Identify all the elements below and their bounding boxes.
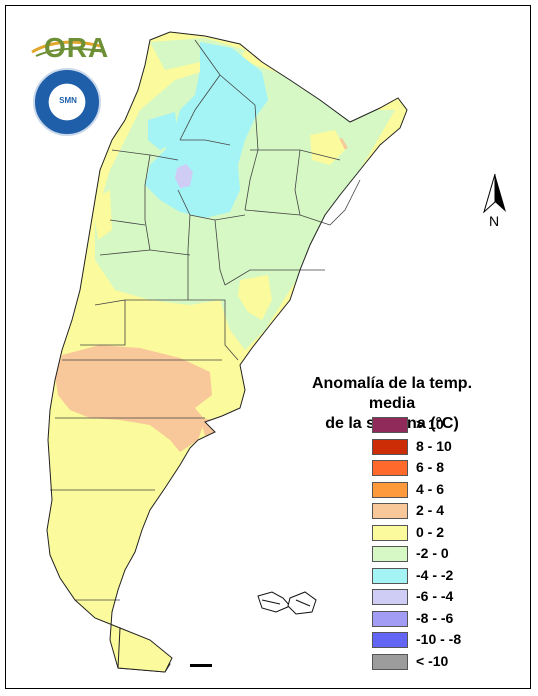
legend-swatch xyxy=(372,632,408,648)
legend-label: 6 - 8 xyxy=(416,459,445,475)
legend-label: 8 - 10 xyxy=(416,437,452,454)
north-letter: N xyxy=(489,213,500,229)
zone-0-2-ne xyxy=(310,130,345,165)
legend-swatch xyxy=(372,610,408,627)
province-borders xyxy=(50,39,361,601)
legend-label: -2 - 0 xyxy=(416,545,449,561)
legend-label: 2 - 4 xyxy=(416,502,445,518)
zone-2-4-patagonia xyxy=(55,345,212,452)
map-frame xyxy=(5,5,531,689)
legend-title: Anomalía de la temp. media de la semana … xyxy=(292,374,492,434)
legend-swatch xyxy=(372,589,408,605)
legend-swatch xyxy=(372,546,408,562)
north-arrow-icon xyxy=(483,173,506,214)
ora-logo: ORA xyxy=(30,30,110,64)
zone-0-2-west xyxy=(92,190,112,240)
legend-swatch xyxy=(372,503,408,519)
malvinas-islands xyxy=(257,591,317,615)
legend-swatch xyxy=(372,567,408,584)
ora-logo-text: ORA xyxy=(44,32,110,63)
ora-swoosh-icon xyxy=(31,40,105,57)
legend-label: -10 - -8 xyxy=(416,631,462,647)
legend-swatch xyxy=(372,438,408,455)
zone-neg6-neg4 xyxy=(175,164,193,188)
legend-swatch xyxy=(372,653,408,670)
legend-label: -6 - -4 xyxy=(416,588,454,604)
legend-label: -8 - -6 xyxy=(416,609,454,626)
north-arrow: N xyxy=(480,172,510,232)
legend-label: < -10 xyxy=(416,652,449,669)
zone-neg4-neg2-west xyxy=(148,112,178,150)
legend-swatch xyxy=(372,524,408,541)
legend-swatch xyxy=(372,417,408,433)
seal-label: SMN xyxy=(59,96,77,105)
legend-title-line1: Anomalía de la temp. media xyxy=(311,375,473,412)
legend-swatch xyxy=(372,460,408,476)
zone-neg4-neg2-spot xyxy=(198,145,218,162)
legend-label: 0 - 2 xyxy=(416,523,445,540)
scale-bar xyxy=(190,664,212,667)
zone-neg4-neg2 xyxy=(145,42,268,218)
tierra-del-fuego xyxy=(117,627,173,673)
legend-label: 4 - 6 xyxy=(416,480,445,497)
legend-label: > 10 xyxy=(416,416,444,432)
smn-seal-logo: SMN xyxy=(33,68,101,136)
legend-label: -4 - -2 xyxy=(416,566,454,583)
zone-0-2-pocket xyxy=(238,275,272,320)
legend-swatch xyxy=(372,481,408,498)
